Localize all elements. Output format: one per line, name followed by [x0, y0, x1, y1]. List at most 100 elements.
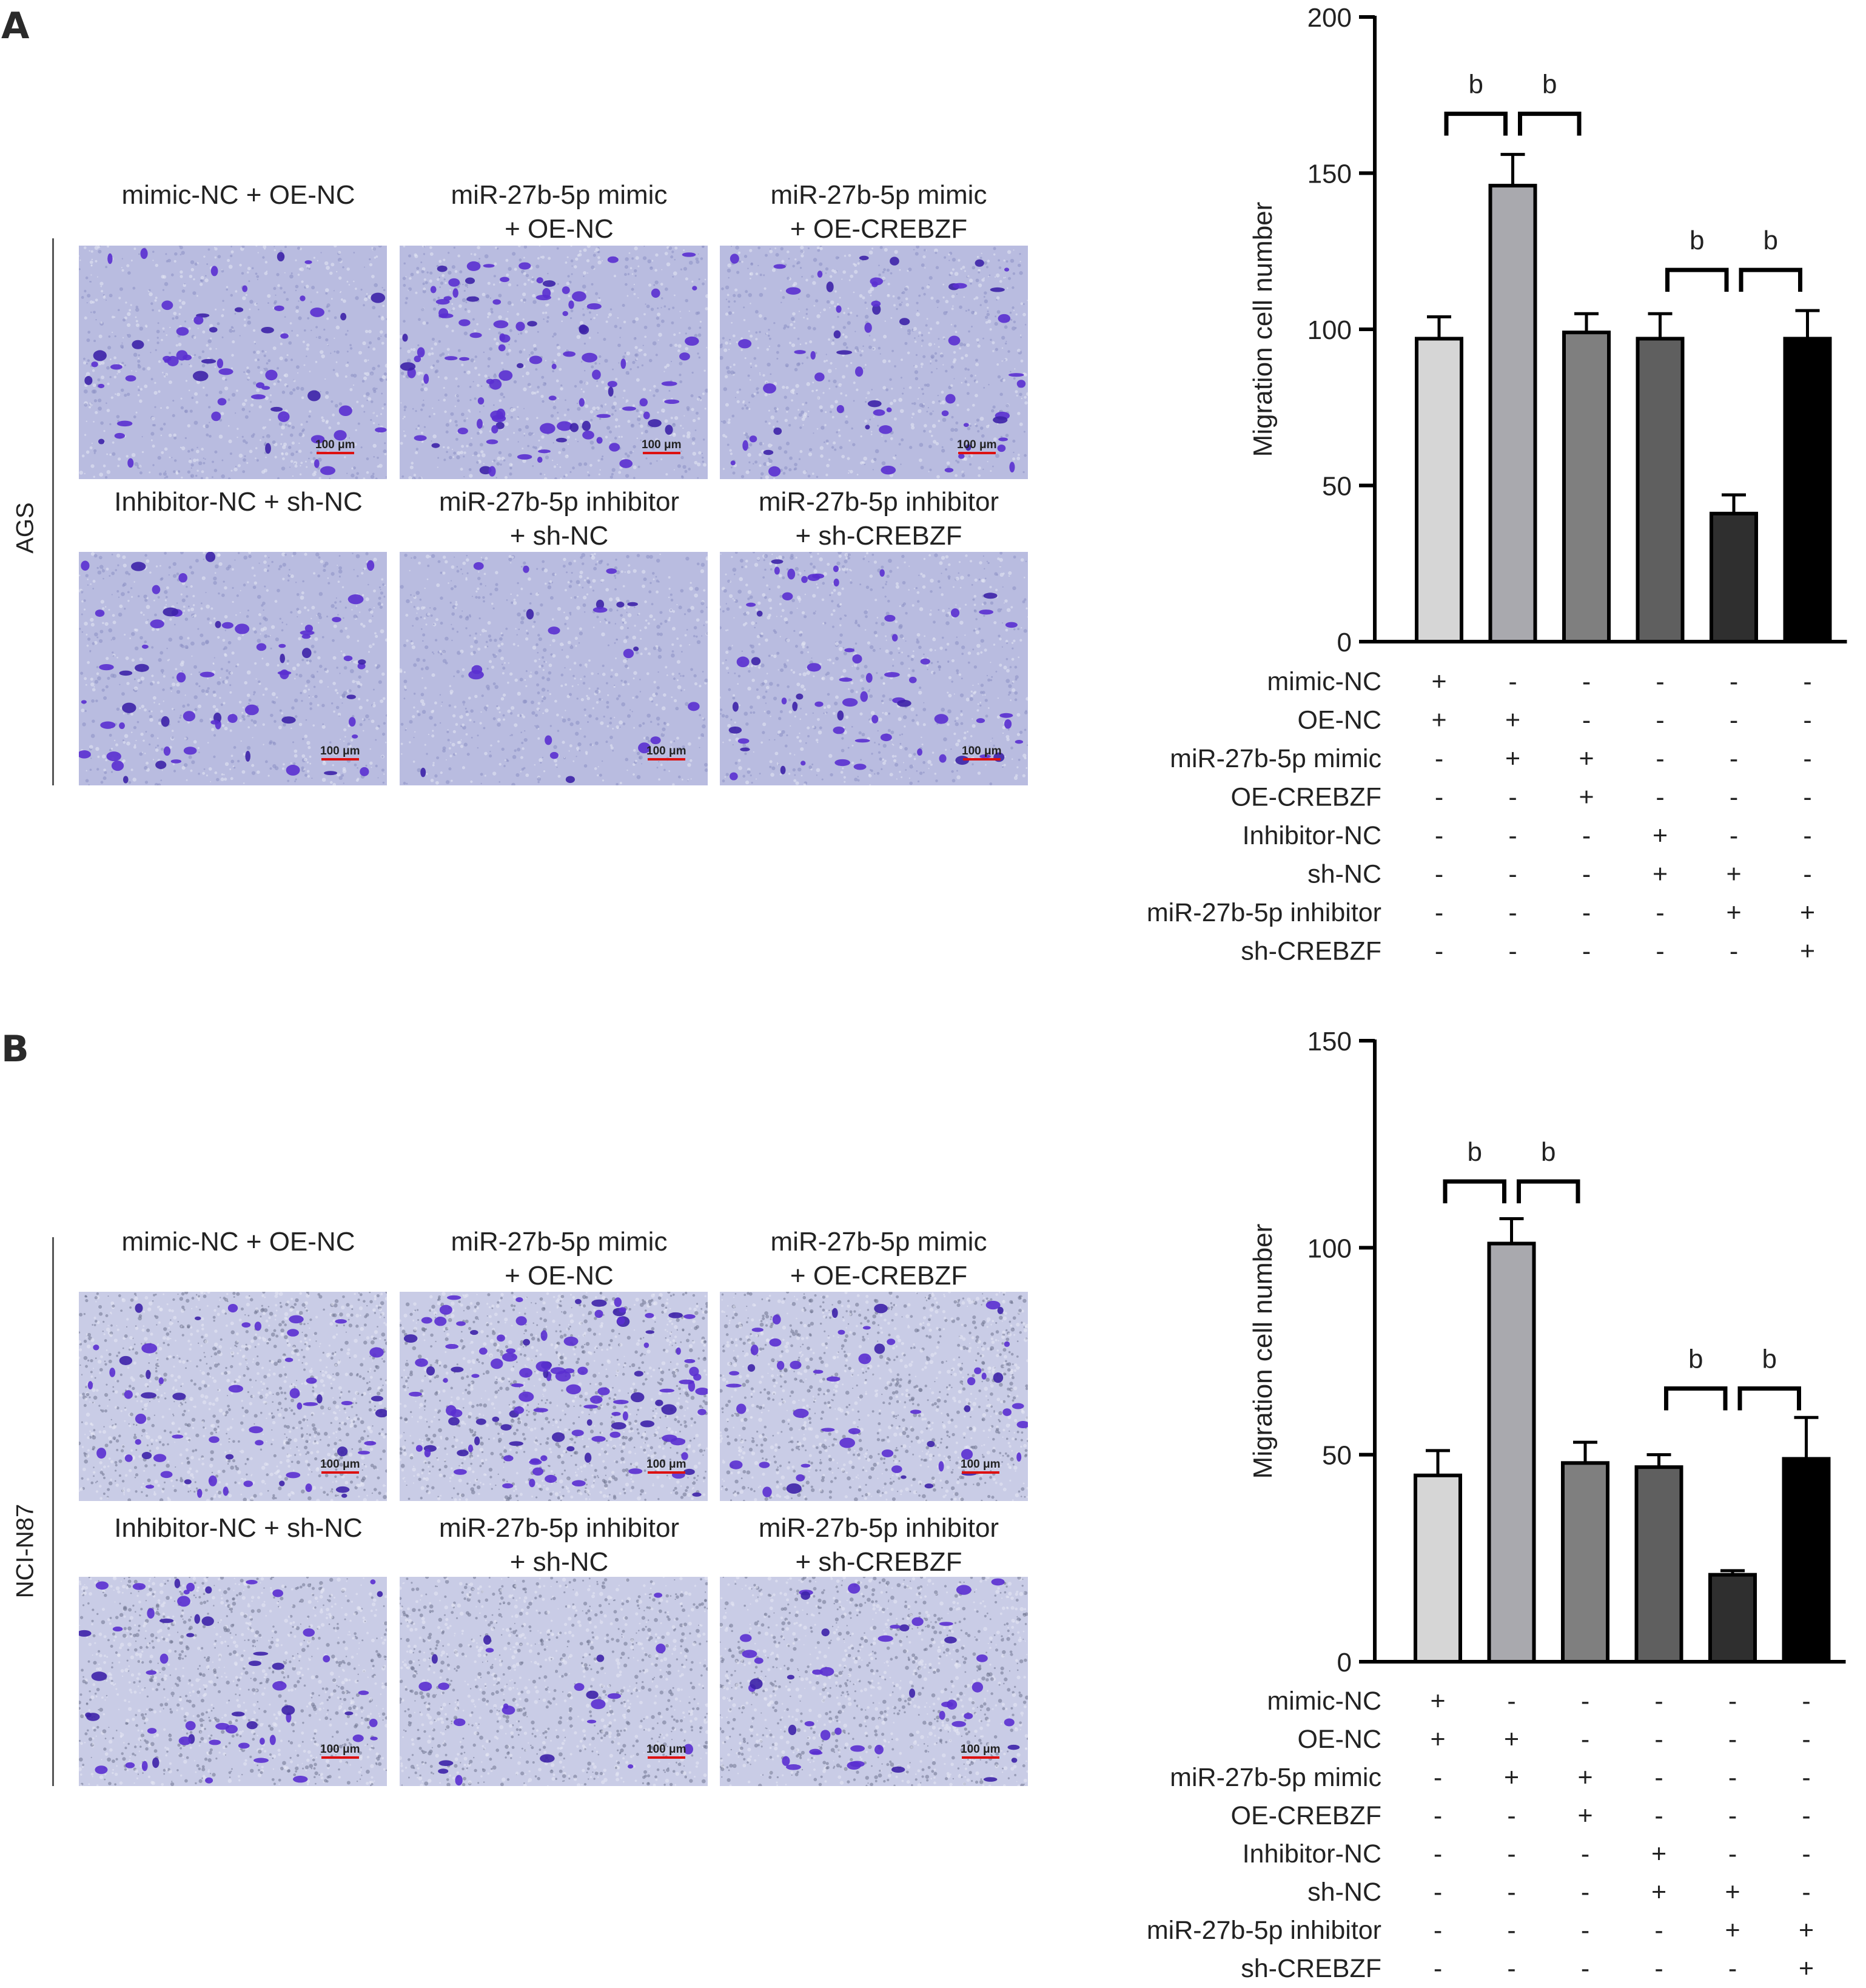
condition-sign: -: [1656, 937, 1664, 966]
condition-sign: +: [1725, 1878, 1740, 1907]
condition-sign: -: [1434, 1839, 1442, 1869]
micrograph-texture: [79, 1292, 387, 1501]
scale-bar: 100 μm: [961, 1458, 1001, 1474]
condition-sign: -: [1656, 667, 1664, 696]
condition-sign: -: [1581, 1878, 1589, 1907]
micrograph-ags-6: [720, 552, 1028, 785]
micrograph-ags-2: [400, 246, 708, 479]
micrograph-ags-5: [400, 552, 708, 785]
condition-sign: +: [1430, 1725, 1445, 1754]
condition-name: miR-27b-5p mimic: [1170, 1763, 1381, 1792]
bar-chart-b: 0 50 100 150 Migration cell number b b b b mimic-…: [1147, 1027, 1846, 1983]
condition-sign: -: [1730, 667, 1738, 696]
condition-sign: -: [1582, 860, 1591, 889]
condition-sign: +: [1577, 1801, 1592, 1830]
scale-bar: 100 μm: [320, 745, 360, 761]
condition-sign: +: [1799, 1916, 1814, 1945]
condition-sign: +: [1579, 783, 1594, 812]
condition-sign: -: [1507, 1916, 1515, 1945]
bar: [1561, 1461, 1609, 1664]
image-label: miR-27b-5p mimic + OE-CREBZF: [770, 180, 987, 244]
condition-sign: -: [1730, 744, 1738, 773]
condition-sign: -: [1508, 667, 1517, 696]
y-tick-label: 100: [1307, 315, 1352, 345]
condition-sign: -: [1582, 667, 1591, 696]
condition-name: OE-NC: [1297, 1725, 1381, 1754]
significance-label: b: [1541, 1137, 1556, 1167]
condition-sign: -: [1434, 1801, 1442, 1830]
significance-bracket: [1665, 267, 1729, 292]
condition-sign: -: [1508, 860, 1517, 889]
condition-sign: +: [1726, 898, 1741, 927]
bar: [1782, 1457, 1831, 1664]
condition-sign: +: [1431, 667, 1446, 696]
image-label: miR-27b-5p mimic + OE-CREBZF: [770, 1227, 987, 1291]
condition-sign: -: [1656, 706, 1664, 735]
condition-sign: -: [1656, 744, 1664, 773]
condition-sign: -: [1581, 1954, 1589, 1983]
significance-bracket: [1737, 1386, 1801, 1411]
image-label: miR-27b-5p inhibitor + sh-CREBZF: [758, 1513, 999, 1577]
significance-bracket: [1443, 1179, 1506, 1204]
condition-sign: +: [1505, 744, 1520, 773]
bar: [1710, 511, 1758, 643]
micrograph-ags-4: [79, 552, 387, 785]
micrograph-texture: [400, 1577, 708, 1786]
condition-sign: -: [1507, 1878, 1515, 1907]
condition-sign: -: [1507, 1687, 1515, 1716]
y-tick-label: 50: [1322, 1441, 1352, 1471]
bar: [1634, 1465, 1683, 1664]
condition-sign: -: [1654, 1725, 1663, 1754]
micrograph-ncin87-5: [400, 1577, 708, 1786]
scale-bar: 100 μm: [961, 1743, 1001, 1759]
condition-sign: -: [1654, 1954, 1663, 1983]
condition-sign: -: [1435, 860, 1443, 889]
cell-line-label-b: NCI-N87: [12, 1503, 39, 1599]
condition-sign: -: [1435, 783, 1443, 812]
micrograph-texture: [400, 1292, 708, 1501]
condition-sign: -: [1803, 744, 1811, 773]
image-label: Inhibitor-NC + sh-NC: [114, 487, 363, 517]
condition-sign: -: [1803, 860, 1811, 889]
condition-sign: -: [1728, 1763, 1737, 1792]
micrograph-ags-1: [79, 246, 387, 479]
image-label: Inhibitor-NC + sh-NC: [114, 1513, 363, 1543]
significance-label: b: [1764, 226, 1778, 255]
image-label: miR-27b-5p mimic + OE-NC: [451, 180, 668, 244]
condition-sign: -: [1656, 783, 1664, 812]
condition-sign: +: [1430, 1687, 1445, 1716]
condition-sign: -: [1581, 1725, 1589, 1754]
panel-letter-a: A: [1, 5, 30, 47]
scale-bar: 100 μm: [646, 745, 686, 761]
condition-sign: -: [1582, 821, 1591, 850]
condition-sign: -: [1435, 744, 1443, 773]
condition-sign: -: [1803, 783, 1811, 812]
condition-name: sh-CREBZF: [1241, 1954, 1381, 1983]
bar: [1783, 337, 1832, 643]
condition-sign: -: [1728, 1687, 1737, 1716]
condition-name: sh-CREBZF: [1241, 937, 1381, 966]
condition-sign: -: [1654, 1687, 1663, 1716]
y-axis-label: Migration cell number: [1248, 202, 1278, 457]
condition-name: OE-CREBZF: [1231, 783, 1381, 812]
condition-sign: -: [1654, 1801, 1663, 1830]
condition-sign: -: [1581, 1839, 1589, 1869]
scale-bar: 100 μm: [646, 1458, 686, 1474]
bar: [1487, 1241, 1536, 1664]
condition-sign: -: [1728, 1954, 1737, 1983]
scale-bar: 100 μm: [962, 745, 1002, 761]
condition-sign: -: [1656, 898, 1664, 927]
condition-sign: -: [1654, 1763, 1663, 1792]
scale-bar: 100 μm: [320, 1458, 360, 1474]
condition-sign: +: [1505, 706, 1520, 735]
condition-sign: -: [1581, 1687, 1589, 1716]
condition-sign: +: [1577, 1763, 1592, 1792]
scale-bar: 100 μm: [957, 438, 997, 454]
scale-bar: 100 μm: [320, 1743, 360, 1759]
image-label: miR-27b-5p inhibitor + sh-CREBZF: [758, 487, 999, 551]
condition-sign: -: [1728, 1839, 1737, 1869]
condition-sign: -: [1802, 1839, 1810, 1869]
condition-sign: -: [1508, 821, 1517, 850]
condition-name: sh-NC: [1307, 860, 1381, 889]
micrograph-texture: [79, 1577, 387, 1786]
